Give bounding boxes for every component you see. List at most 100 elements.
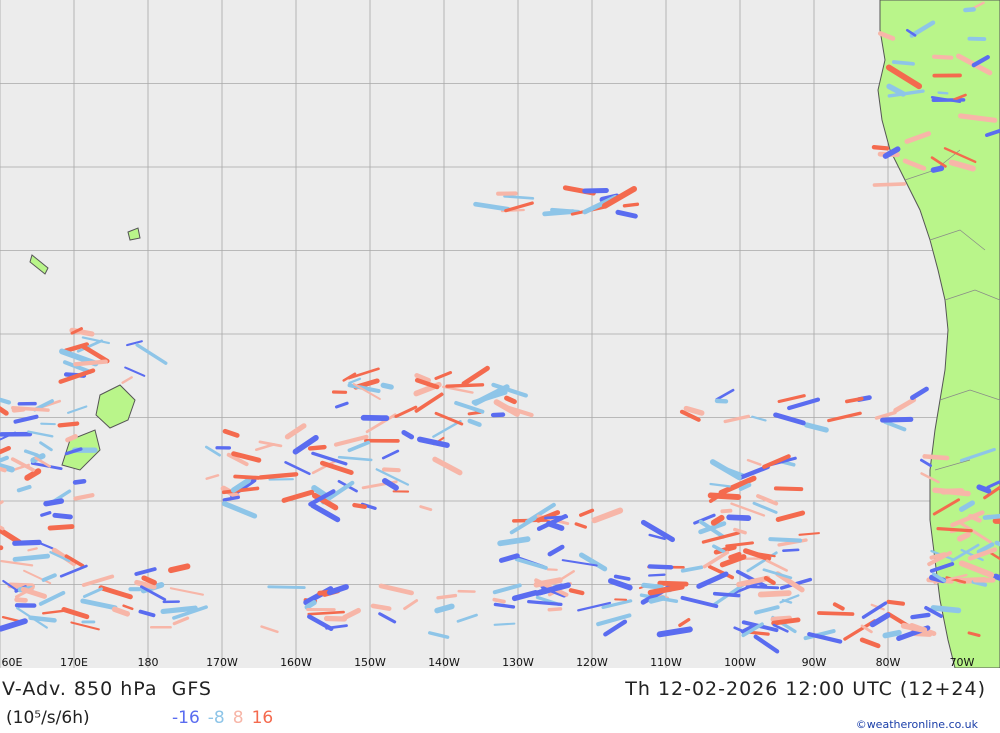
advection-streak [454, 400, 485, 414]
advection-streak [493, 602, 516, 609]
advection-streak [310, 502, 341, 523]
advection-streak [233, 474, 261, 480]
advection-streak [527, 599, 563, 607]
advection-streak [930, 96, 962, 104]
advection-streak [574, 522, 587, 529]
advection-streak [678, 617, 691, 627]
advection-streak [333, 434, 369, 447]
advection-streak [930, 605, 962, 614]
advection-streak [601, 599, 633, 609]
advection-streak [40, 511, 52, 517]
map-canvas [0, 0, 1000, 668]
advection-streak [0, 445, 11, 455]
advection-streak [860, 624, 873, 634]
credit-link[interactable]: ©weatheronline.co.uk [855, 718, 978, 731]
advection-streak [307, 614, 334, 632]
advection-streak [307, 610, 345, 616]
advection-streak [414, 377, 440, 390]
advection-streak [47, 524, 75, 531]
advection-streak [762, 568, 793, 580]
advection-streak [568, 588, 585, 596]
advection-streak [958, 560, 995, 578]
advection-streak [728, 551, 742, 560]
advection-streak [948, 159, 976, 172]
advection-streak [709, 482, 731, 488]
advection-streak [900, 622, 928, 633]
advection-streak [82, 587, 103, 598]
longitude-label: 100W [724, 656, 756, 669]
advection-streak [958, 113, 998, 123]
advection-streak [930, 156, 947, 168]
advection-streak [308, 489, 336, 507]
advection-streak [205, 474, 220, 480]
advection-streak [504, 395, 517, 405]
advection-streak [121, 376, 133, 384]
advection-streak [51, 547, 77, 567]
advection-streak [434, 371, 453, 380]
advection-streak [58, 368, 96, 384]
advection-streak [20, 586, 48, 599]
advection-streak [456, 613, 478, 623]
advection-streak [41, 573, 57, 582]
advection-streak [0, 526, 23, 546]
advection-streak [73, 359, 108, 367]
advection-streak [582, 187, 609, 194]
advection-streak [770, 615, 792, 622]
advection-streak [885, 64, 923, 90]
advection-streak [803, 422, 829, 433]
advection-streak [14, 597, 28, 603]
advection-streak [98, 585, 133, 600]
advection-streak [777, 394, 806, 404]
advection-streak [491, 382, 528, 398]
advection-streak [807, 632, 843, 644]
advection-streak [738, 482, 752, 492]
advection-streak [135, 343, 168, 365]
advection-streak [647, 564, 674, 570]
advection-streak [533, 577, 563, 588]
longitude-label: 170E [60, 656, 88, 669]
advection-streak [493, 399, 520, 417]
advection-streak [13, 414, 39, 424]
lat-lon-grid [0, 0, 1000, 668]
advection-streak [547, 544, 565, 557]
advection-streak [34, 456, 51, 468]
advection-streak [292, 435, 319, 455]
advection-streak [715, 388, 735, 401]
advection-streak [723, 414, 751, 424]
advection-streak [492, 583, 522, 595]
advection-streak [959, 522, 992, 544]
advection-streak [73, 493, 95, 501]
advection-streak [64, 447, 83, 456]
advection-streak [874, 410, 897, 420]
advection-streak [843, 619, 877, 641]
advection-streak [76, 339, 104, 353]
longitude-label: 110W [650, 656, 682, 669]
advection-streak [2, 579, 18, 592]
advection-streak [738, 464, 770, 480]
advection-streak [10, 457, 36, 472]
advection-streak [615, 209, 638, 219]
advection-streak [222, 428, 240, 438]
advection-streak [932, 487, 971, 497]
advection-streak [342, 607, 361, 621]
advection-streak [442, 385, 474, 394]
advection-streak [72, 478, 87, 485]
advection-streak [394, 405, 418, 418]
advection-map [0, 0, 1000, 668]
advection-streak [381, 467, 401, 473]
advection-streak [419, 505, 433, 512]
advection-streak [461, 365, 490, 387]
advection-streak [763, 575, 776, 586]
advection-streak [924, 606, 943, 619]
advection-streak [648, 573, 666, 577]
advection-streak [326, 584, 349, 596]
advection-streak [436, 593, 458, 600]
advection-streak [872, 182, 907, 187]
advection-streak [432, 420, 462, 438]
advection-streak [968, 513, 982, 523]
advection-streak [877, 31, 896, 41]
advection-streak [607, 578, 633, 591]
advection-streak [471, 390, 508, 405]
advection-streak [679, 409, 701, 422]
advection-streak [887, 89, 925, 98]
